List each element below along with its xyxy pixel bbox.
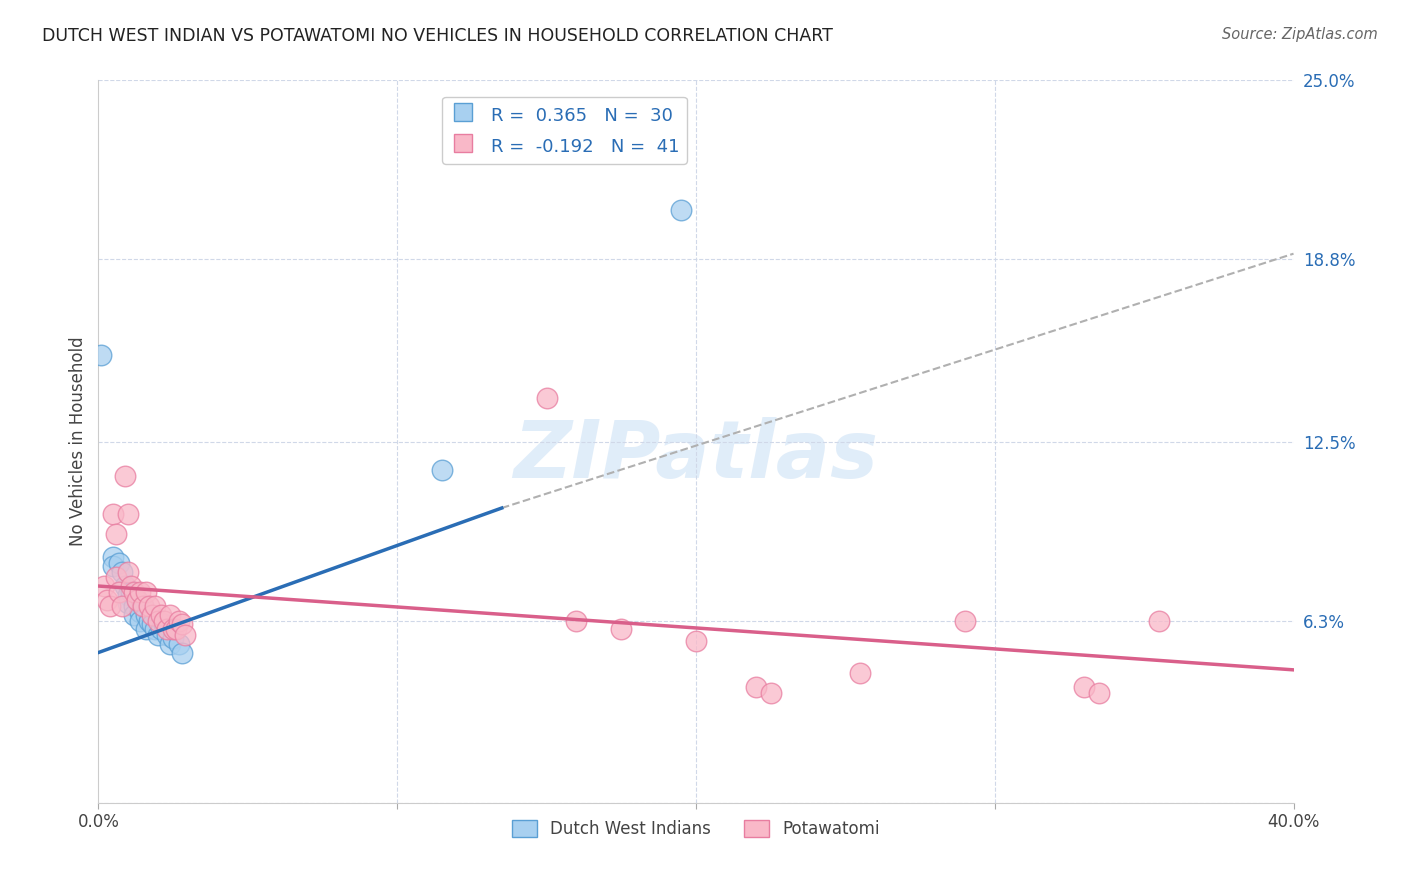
Point (153, 614, 176, 628)
Point (138, 599, 160, 614)
Point (138, 614, 160, 628)
Point (159, 637, 181, 651)
Point (98, 599, 122, 614)
Point (93, 579, 115, 593)
Point (117, 588, 139, 602)
Point (167, 637, 190, 651)
Point (610, 623, 633, 637)
Point (127, 593, 149, 607)
Point (565, 614, 588, 628)
Point (141, 607, 163, 622)
Point (430, 463, 453, 477)
Point (1147, 614, 1170, 628)
Point (167, 614, 190, 628)
Point (108, 556, 131, 570)
Point (132, 599, 155, 614)
Point (849, 665, 872, 680)
Text: DUTCH WEST INDIAN VS POTAWATOMI NO VEHICLES IN HOUSEHOLD CORRELATION CHART: DUTCH WEST INDIAN VS POTAWATOMI NO VEHIC… (42, 27, 832, 45)
Point (105, 527, 128, 541)
Point (105, 570, 128, 584)
Point (111, 599, 134, 614)
Point (685, 634, 707, 648)
Point (114, 579, 136, 593)
Point (103, 550, 125, 565)
Point (129, 614, 152, 628)
Point (114, 469, 136, 483)
Text: Source: ZipAtlas.com: Source: ZipAtlas.com (1222, 27, 1378, 42)
Point (124, 599, 146, 614)
Point (120, 579, 142, 593)
Point (156, 623, 179, 637)
Point (162, 631, 184, 645)
Point (117, 596, 139, 610)
Point (1088, 686, 1111, 700)
Point (745, 680, 768, 694)
Point (135, 623, 157, 637)
Point (96, 593, 118, 607)
Text: ZIPatlas: ZIPatlas (513, 417, 879, 495)
Point (148, 628, 170, 642)
Point (148, 614, 170, 628)
Point (953, 614, 976, 628)
Point (129, 584, 152, 599)
Point (135, 584, 157, 599)
Point (165, 623, 187, 637)
Point (103, 558, 125, 573)
Point (127, 593, 149, 607)
Point (103, 507, 125, 521)
Point (153, 616, 176, 631)
Point (117, 507, 139, 521)
Point (162, 623, 184, 637)
Point (150, 623, 173, 637)
Point (117, 565, 139, 579)
Point (536, 391, 558, 405)
Point (150, 607, 173, 622)
Point (129, 605, 152, 619)
Point (143, 623, 166, 637)
Point (108, 584, 131, 599)
Point (1073, 680, 1095, 694)
Point (172, 616, 194, 631)
Point (90, 348, 112, 362)
Point (143, 599, 166, 614)
Point (135, 607, 157, 622)
Point (159, 607, 181, 622)
Point (141, 616, 163, 631)
Point (759, 686, 782, 700)
Point (156, 628, 179, 642)
Point (124, 584, 146, 599)
Point (132, 599, 155, 614)
Point (111, 565, 134, 579)
Point (120, 584, 142, 599)
Point (174, 628, 197, 642)
Point (669, 203, 692, 218)
Y-axis label: No Vehicles in Household: No Vehicles in Household (69, 336, 87, 547)
Point (172, 646, 194, 660)
Point (124, 607, 146, 622)
Legend: Dutch West Indians, Potawatomi: Dutch West Indians, Potawatomi (505, 814, 887, 845)
